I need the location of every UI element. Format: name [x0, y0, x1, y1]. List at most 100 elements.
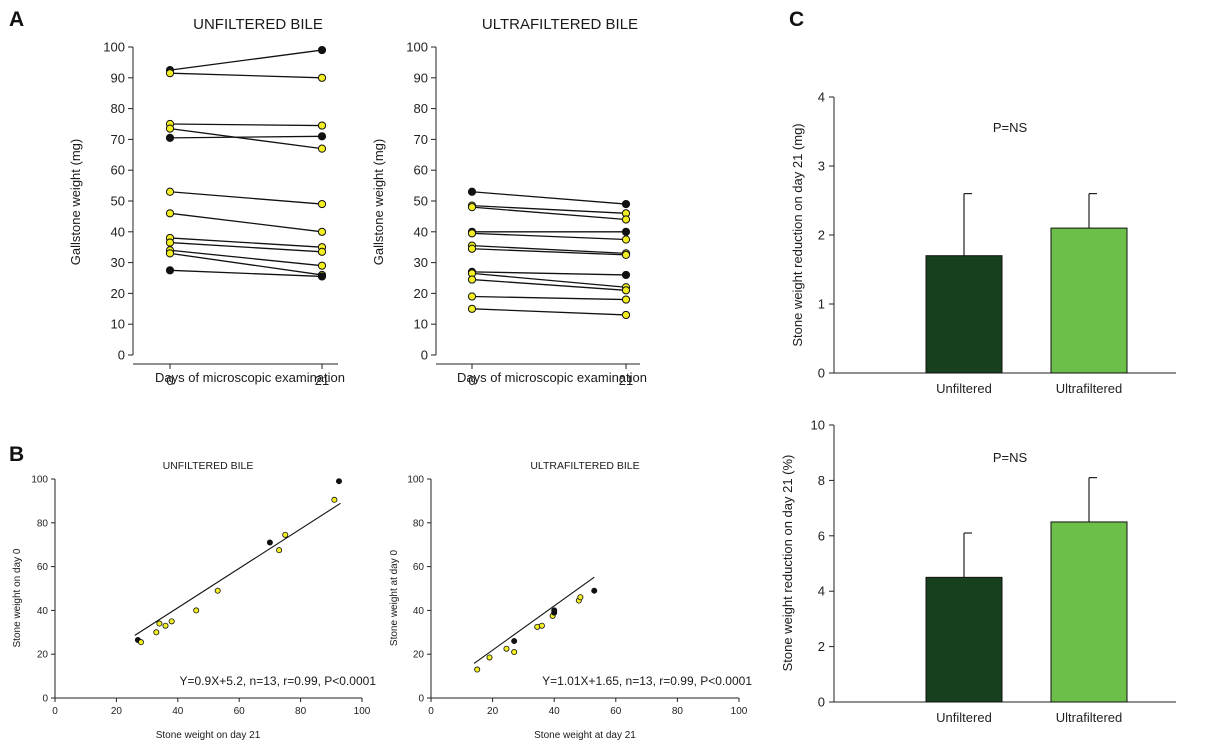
scatter-point-6 [193, 607, 200, 614]
p-value-annotation: P=NS [993, 120, 1028, 135]
y-tick-label: 80 [37, 518, 49, 529]
y-tick-label: 4 [818, 584, 825, 599]
y-tick-label: 6 [818, 528, 825, 543]
regression-annotation: Y=1.01X+1.65, n=13, r=0.99, P<0.0001 [542, 674, 752, 688]
p-value-annotation: P=NS [993, 450, 1028, 465]
data-point-3-1 [621, 227, 631, 236]
scatter-point-8 [266, 539, 273, 546]
x-tick-label: 21 [619, 373, 633, 388]
data-point-4-0 [165, 133, 175, 142]
data-point-8-1 [317, 247, 327, 256]
y-tick-label: 8 [818, 473, 825, 488]
data-point-11-0 [467, 304, 477, 313]
data-point-4-1 [317, 132, 327, 141]
data-point-6-0 [467, 244, 477, 253]
series-line-11 [471, 308, 627, 316]
x-tick-label: 100 [354, 706, 371, 717]
y-tick-label: 20 [414, 286, 428, 301]
data-point-0-1 [621, 199, 631, 209]
series-line-6 [169, 212, 323, 233]
series-line-8 [169, 241, 323, 253]
series-line-10 [169, 252, 323, 276]
series-line-4 [471, 232, 627, 241]
series-line-9 [169, 249, 323, 267]
y-tick-label: 4 [818, 90, 825, 105]
series-line-5 [169, 191, 323, 205]
chart-a-ultrafiltered: ULTRAFILTERED BILE Days of microscopic e… [371, 16, 647, 388]
y-tick-label: 60 [413, 562, 425, 573]
y-tick-label: 30 [414, 255, 428, 270]
series-line-10 [471, 295, 627, 301]
y-axis-label: Gallstone weight (mg) [371, 139, 386, 265]
scatter-point-12 [335, 478, 342, 485]
y-tick-label: 60 [37, 562, 49, 573]
y-tick-label: 90 [111, 70, 125, 85]
regression-line [134, 502, 341, 636]
chart-c-mg: Stone weight reduction on day 21 (mg) P=… [790, 90, 1176, 396]
data-point-11-0 [165, 266, 175, 275]
y-tick-label: 50 [414, 194, 428, 209]
y-axis-label: Stone weight reduction on day 21 (%) [780, 455, 795, 672]
data-point-8-0 [165, 238, 175, 247]
data-point-7-1 [621, 270, 631, 280]
data-point-1-1 [317, 73, 327, 82]
chart-c-percent: Stone weight reduction on day 21 (%) P=N… [780, 418, 1176, 725]
y-tick-label: 40 [37, 606, 49, 617]
data-point-9-0 [467, 275, 477, 284]
scatter-point-3 [156, 620, 163, 627]
series-line-4 [169, 135, 323, 139]
y-axis-label: Stone weight at day 0 [389, 549, 400, 646]
series-line-11 [169, 269, 323, 278]
series-line-0 [471, 191, 627, 205]
y-tick-label: 0 [42, 694, 48, 705]
y-tick-label: 40 [413, 606, 425, 617]
x-tick-label: 40 [172, 706, 184, 717]
y-tick-label: 80 [414, 101, 428, 116]
bar-0 [925, 255, 1003, 374]
y-tick-label: 100 [31, 475, 48, 486]
y-tick-label: 1 [818, 297, 825, 312]
y-tick-label: 20 [413, 650, 425, 661]
series-line-1 [169, 72, 323, 79]
y-tick-label: 0 [418, 694, 424, 705]
data-point-4-0 [467, 229, 477, 238]
x-tick-label: 21 [315, 373, 329, 388]
y-tick-label: 80 [111, 101, 125, 116]
y-tick-label: 20 [111, 286, 125, 301]
data-point-10-1 [621, 295, 631, 304]
scatter-point-12 [591, 587, 598, 594]
category-label-1: Ultrafiltered [1056, 381, 1122, 396]
series-line-2 [471, 206, 627, 221]
scatter-point-3 [511, 638, 518, 645]
y-tick-label: 0 [818, 366, 825, 381]
x-tick-label: 60 [234, 706, 246, 717]
data-point-9-1 [621, 286, 631, 295]
scatter-point-2 [503, 645, 510, 652]
data-point-10-0 [165, 249, 175, 258]
data-point-2-1 [621, 215, 631, 224]
x-tick-label: 80 [672, 706, 684, 717]
data-point-11-1 [621, 310, 631, 320]
data-point-2-1 [317, 121, 327, 130]
data-point-1-0 [165, 69, 175, 78]
x-tick-label: 0 [428, 706, 434, 717]
regression-line [473, 576, 595, 664]
scatter-point-0 [474, 666, 481, 673]
data-point-4-1 [621, 235, 631, 244]
x-tick-label: 80 [295, 706, 307, 717]
y-tick-label: 3 [818, 159, 825, 174]
chart-title: ULTRAFILTERED BILE [530, 460, 639, 472]
category-label-0: Unfiltered [936, 710, 992, 725]
series-line-7 [471, 271, 627, 276]
y-tick-label: 2 [818, 228, 825, 243]
data-point-6-1 [317, 227, 327, 236]
y-tick-label: 0 [818, 695, 825, 710]
y-tick-label: 0 [118, 348, 125, 363]
y-tick-label: 20 [37, 650, 49, 661]
x-tick-label: 0 [166, 373, 173, 388]
data-point-5-1 [317, 199, 327, 209]
series-line-3 [169, 127, 323, 150]
data-point-2-0 [467, 203, 477, 212]
y-tick-label: 80 [413, 518, 425, 529]
